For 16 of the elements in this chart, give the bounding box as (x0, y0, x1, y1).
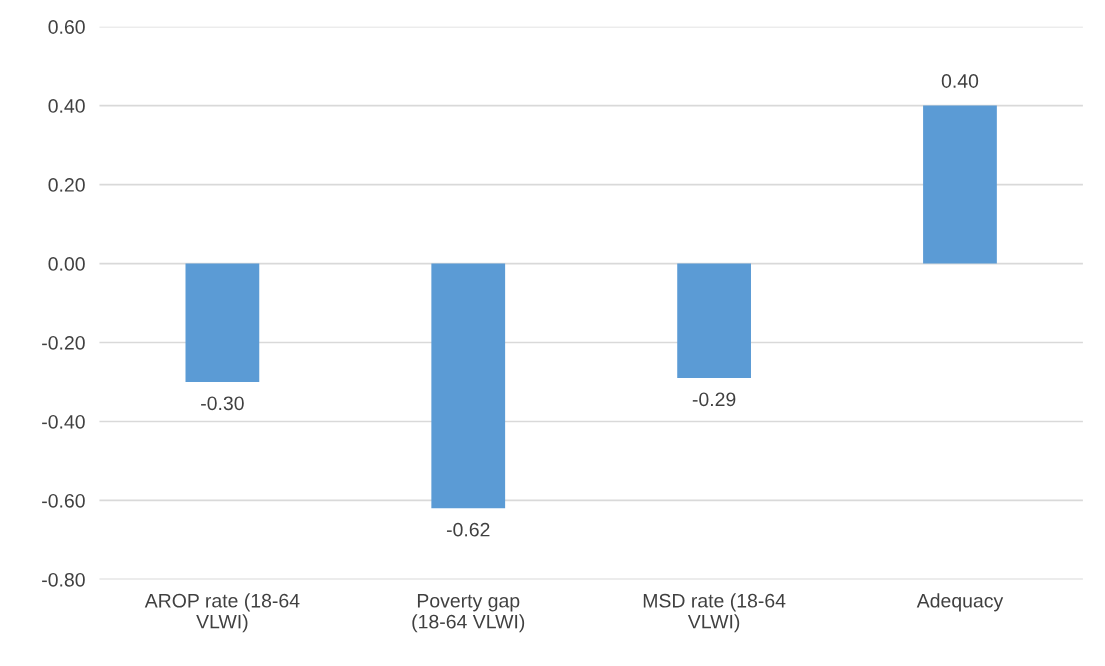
data-label: -0.30 (201, 396, 244, 411)
y-tick-label: -0.20 (42, 335, 85, 350)
y-tick-label: 0.40 (48, 99, 85, 113)
y-tick-label: -0.80 (42, 572, 85, 587)
x-tick-label: AROP rate (18-64 VLWI) (144, 593, 300, 633)
y-tick-label: -0.40 (42, 414, 85, 429)
x-tick-label: Adequacy (916, 593, 1004, 612)
y-tick-label: 0.60 (48, 20, 85, 34)
y-tick-label: 0.00 (48, 257, 85, 271)
x-tick-label: MSD rate (18-64 VLWI) (643, 593, 786, 633)
x-tick-label: Poverty gap (18-64 VLWI) (412, 594, 525, 633)
data-label: 0.40 (941, 74, 979, 88)
y-tick-label: -0.60 (42, 493, 85, 508)
data-label: -0.62 (446, 522, 490, 537)
y-tick-label: 0.20 (48, 178, 85, 192)
data-label: -0.29 (692, 392, 736, 407)
